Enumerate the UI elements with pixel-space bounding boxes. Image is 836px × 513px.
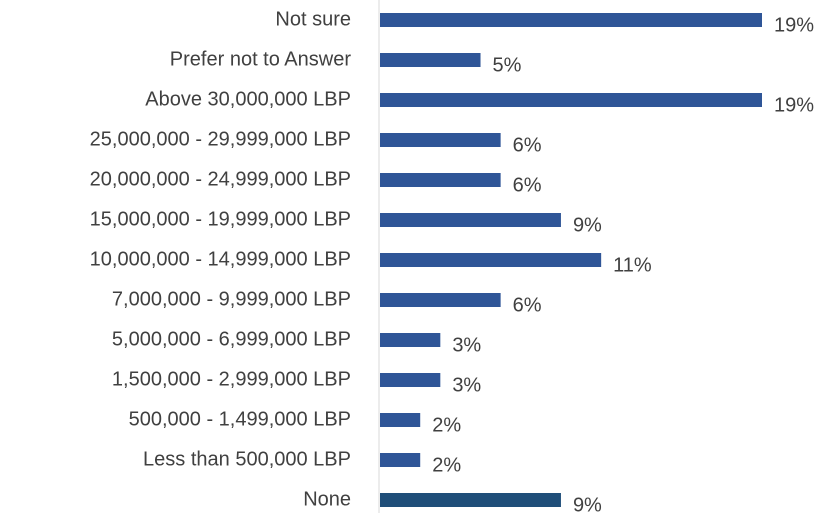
value-label: 9% (573, 214, 602, 236)
bar (380, 13, 762, 27)
category-label: 1,500,000 - 2,999,000 LBP (112, 368, 351, 390)
category-label: 7,000,000 - 9,999,000 LBP (112, 288, 351, 310)
category-label: 500,000 - 1,499,000 LBP (129, 408, 351, 430)
category-label: Prefer not to Answer (170, 48, 352, 70)
bar (380, 413, 421, 427)
value-label: 6% (513, 174, 542, 196)
value-label: 19% (774, 94, 814, 116)
category-label: None (303, 488, 351, 510)
value-label: 2% (432, 454, 461, 476)
bar (380, 493, 561, 507)
value-label: 6% (513, 134, 542, 156)
category-label: 20,000,000 - 24,999,000 LBP (90, 168, 351, 190)
bar (380, 253, 602, 267)
category-label: 15,000,000 - 19,999,000 LBP (90, 208, 351, 230)
category-label: Less than 500,000 LBP (143, 448, 351, 470)
category-label: Not sure (275, 8, 351, 30)
value-label: 19% (774, 14, 814, 36)
category-label: 25,000,000 - 29,999,000 LBP (90, 128, 351, 150)
bar (380, 173, 501, 187)
bar (380, 133, 501, 147)
value-label: 2% (432, 414, 461, 436)
bar (380, 53, 481, 67)
bar (380, 453, 421, 467)
bar (380, 333, 441, 347)
category-label: 5,000,000 - 6,999,000 LBP (112, 328, 351, 350)
value-label: 9% (573, 494, 602, 513)
category-label: 10,000,000 - 14,999,000 LBP (90, 248, 351, 270)
value-label: 5% (493, 54, 522, 76)
bar (380, 93, 762, 107)
value-label: 3% (452, 334, 481, 356)
value-label: 6% (513, 294, 542, 316)
value-label: 3% (452, 374, 481, 396)
value-label: 11% (613, 254, 652, 276)
bar (380, 293, 501, 307)
bar (380, 213, 561, 227)
bar (380, 373, 441, 387)
category-label: Above 30,000,000 LBP (145, 88, 351, 110)
